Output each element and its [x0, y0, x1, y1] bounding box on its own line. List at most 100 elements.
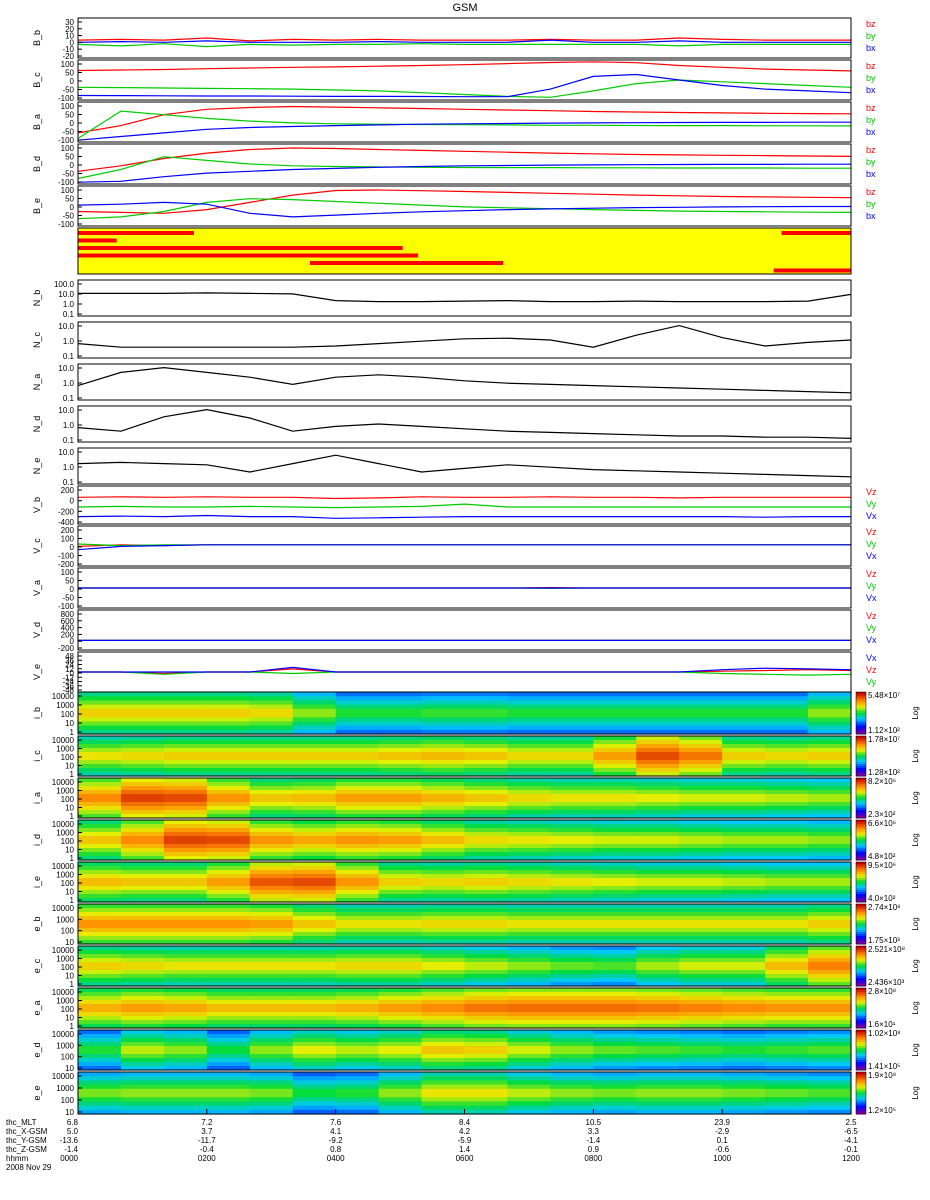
- spectrogram-cell: [335, 1088, 380, 1094]
- spectrogram-cell: [421, 836, 466, 841]
- panel-flags: [77, 227, 852, 275]
- spectrogram-cell: [679, 1024, 723, 1029]
- spectrogram-cell: [163, 966, 208, 971]
- colorbar-step: [856, 758, 866, 761]
- colorbar-step: [856, 782, 866, 785]
- spectrogram-cell: [550, 1062, 594, 1067]
- spectrogram-cell: [593, 704, 637, 710]
- spectrogram-cell: [292, 820, 337, 825]
- spectrogram-cell: [78, 1066, 122, 1071]
- spectrogram-cell: [636, 748, 680, 753]
- colorbar-max-label: 1.9×10⁸: [868, 1071, 896, 1080]
- spectrogram-cell: [679, 916, 723, 921]
- y-tick-label: -100: [58, 220, 75, 229]
- spectrogram-cell: [249, 966, 294, 971]
- spectrogram-cell: [378, 954, 423, 959]
- spectrogram-cell: [636, 920, 680, 925]
- y-tick-label: 1: [70, 770, 75, 779]
- spectrogram-cell: [679, 878, 723, 883]
- spectrogram-cell: [249, 828, 294, 833]
- spectrogram-cell: [78, 764, 122, 769]
- spectrogram-cell: [78, 810, 122, 815]
- spectrogram-cell: [765, 928, 809, 933]
- spectrogram-cell: [636, 778, 680, 783]
- spectrogram-cell: [378, 828, 423, 833]
- spectrogram-cell: [593, 954, 637, 959]
- legend-bx: bx: [866, 43, 876, 53]
- spectrogram-cell: [765, 954, 809, 959]
- spectrogram-cell: [78, 856, 122, 861]
- spectrogram-cell: [507, 1034, 551, 1039]
- spectrogram-cell: [292, 1016, 337, 1021]
- colorbar-step: [856, 842, 866, 845]
- colorbar-step: [856, 694, 866, 697]
- spectrogram-cell: [808, 704, 852, 710]
- colorbar-step: [856, 1042, 866, 1045]
- colorbar-step: [856, 908, 866, 911]
- series-by: [77, 110, 852, 139]
- colorbar-scale-label: Log: [911, 791, 920, 804]
- series-bz: [77, 105, 852, 134]
- colorbar-step: [856, 704, 866, 708]
- spectrogram-cell: [249, 936, 294, 941]
- spectrogram-cell: [722, 1088, 766, 1094]
- colorbar-step: [856, 868, 866, 871]
- panel-frame: [77, 185, 852, 227]
- spectrogram-cell: [464, 832, 509, 837]
- spectrogram-cell: [550, 946, 594, 951]
- spectrogram-cell: [464, 828, 509, 833]
- panel-frame: [77, 1029, 852, 1071]
- spectrogram-cell: [421, 1038, 466, 1043]
- spectrogram-cell: [206, 806, 251, 811]
- legend-vz: Vz: [866, 527, 877, 537]
- spectrogram-cell: [206, 966, 251, 971]
- spectrogram-cell: [765, 936, 809, 941]
- spectrogram-cell: [636, 1042, 680, 1047]
- spectrogram-cell: [335, 862, 380, 867]
- spectrogram-cell: [765, 1016, 809, 1021]
- spectrogram-cell: [292, 1109, 337, 1115]
- spectrogram-cell: [765, 904, 809, 909]
- spectrogram-cell: [550, 912, 594, 917]
- spectrogram-cell: [808, 878, 852, 883]
- spectrogram-cell: [206, 768, 251, 773]
- y-tick-label: 100: [61, 927, 75, 936]
- spectrogram-cell: [765, 790, 809, 795]
- spectrogram-cell: [722, 794, 766, 799]
- spectrogram-cell: [722, 1105, 766, 1111]
- spectrogram-cell: [163, 1050, 208, 1055]
- spectrogram-cell: [765, 1004, 809, 1009]
- spectrogram-cell: [249, 1050, 294, 1055]
- spectrogram-cell: [593, 1012, 637, 1017]
- y-tick-label: 1.0: [63, 300, 75, 309]
- spectrogram-cell: [593, 1076, 637, 1081]
- spectrogram-cell: [292, 1030, 337, 1035]
- spectrogram-cell: [636, 1004, 680, 1009]
- spectrogram-cell: [636, 704, 680, 710]
- spectrogram-cell: [636, 810, 680, 815]
- panel-label: e_c: [32, 958, 42, 973]
- spectrogram-cell: [636, 1024, 680, 1029]
- spectrogram-cell: [120, 798, 165, 803]
- footer-row-label: thc_Y-GSM: [6, 1136, 47, 1145]
- colorbar-frame: [855, 819, 867, 861]
- spectrogram-cell: [550, 713, 594, 718]
- spectrogram-cell: [378, 772, 423, 777]
- spectrogram-cell: [464, 886, 509, 891]
- colorbar-step: [856, 766, 866, 769]
- spectrogram-cell: [378, 692, 423, 697]
- colorbar-step: [856, 832, 866, 835]
- footer-row-value: 3.3: [588, 1127, 600, 1136]
- spectrogram-cell: [464, 814, 509, 819]
- spectrogram-cell: [163, 1046, 208, 1051]
- spectrogram-cell: [335, 778, 380, 783]
- spectrogram-cell: [593, 764, 637, 769]
- spectrogram-cell: [78, 1097, 122, 1102]
- y-tick-label: -24: [62, 678, 74, 687]
- legend-bz: bz: [866, 61, 876, 71]
- spectrogram-cell: [507, 904, 551, 909]
- spectrogram-cell: [593, 760, 637, 765]
- spectrogram-cell: [464, 1105, 509, 1111]
- colorbar-step: [856, 1010, 866, 1013]
